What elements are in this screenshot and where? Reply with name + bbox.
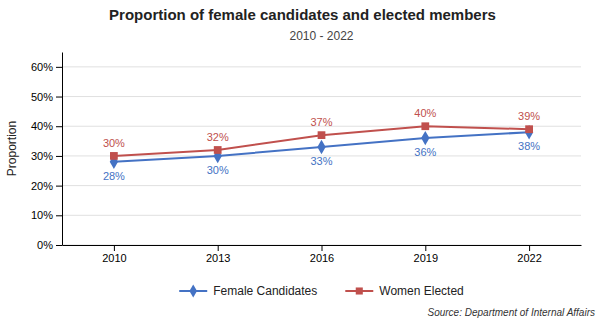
tick: 0% — [37, 239, 62, 251]
marker — [318, 131, 326, 139]
tick-label: 30% — [31, 150, 53, 162]
data-label: 33% — [310, 155, 332, 167]
tick-mark — [322, 245, 323, 251]
tick-label: 0% — [37, 239, 53, 251]
series-line — [114, 126, 529, 156]
marker — [110, 152, 118, 160]
tick: 2010 — [102, 245, 126, 264]
tick: 20% — [31, 180, 62, 192]
marker — [421, 131, 429, 145]
marker — [214, 146, 222, 154]
tick-mark — [56, 186, 62, 187]
data-label: 32% — [207, 131, 229, 143]
tick-label: 20% — [31, 180, 53, 192]
legend-item: Female Candidates — [179, 284, 317, 298]
data-label: 36% — [414, 146, 436, 158]
data-label: 28% — [103, 170, 125, 182]
data-label: 30% — [207, 164, 229, 176]
marker — [525, 125, 533, 133]
tick-mark — [218, 245, 219, 251]
tick: 50% — [31, 91, 62, 103]
tick: 2016 — [310, 245, 334, 264]
legend-label: Women Elected — [379, 284, 464, 298]
grid-line — [62, 185, 581, 186]
data-label: 40% — [414, 107, 436, 119]
grid-line — [62, 215, 581, 216]
tick-label: 2010 — [102, 252, 126, 264]
tick-mark — [56, 97, 62, 98]
tick-mark — [425, 245, 426, 251]
data-label: 30% — [103, 137, 125, 149]
tick-label: 40% — [31, 120, 53, 132]
tick-mark — [56, 67, 62, 68]
data-label: 38% — [518, 140, 540, 152]
grid — [62, 67, 581, 245]
legend-swatch — [189, 284, 197, 297]
subtitle: 2010 - 2022 — [289, 29, 353, 43]
tick-label: 2013 — [206, 252, 230, 264]
grid-line — [62, 96, 581, 97]
legend-swatch — [356, 287, 363, 294]
x-axis: 2010 2013 2016 2019 2022 — [63, 245, 582, 264]
tick-label: 10% — [31, 209, 53, 221]
y-axis-title: Proportion — [5, 121, 19, 176]
data-label: 39% — [518, 110, 540, 122]
tick: 40% — [31, 120, 62, 132]
tick-mark — [529, 245, 530, 251]
tick-mark — [114, 245, 115, 251]
chart: Proportion of female candidates and elec… — [0, 0, 605, 323]
tick: 2013 — [206, 245, 230, 264]
series-group — [110, 122, 534, 169]
tick-mark — [56, 245, 62, 246]
tick: 10% — [31, 209, 62, 221]
legend-label: Female Candidates — [213, 284, 317, 298]
title: Proportion of female candidates and elec… — [109, 6, 496, 23]
axis-line — [62, 53, 63, 246]
legend-item: Women Elected — [345, 284, 464, 298]
tick-mark — [56, 156, 62, 157]
plot: 2010 2013 2016 2019 2022 0% 10% 20% 30% 40% 50% 60%… — [31, 53, 582, 264]
tick-label: 50% — [31, 91, 53, 103]
marker — [525, 125, 533, 139]
tick-label: 2019 — [414, 252, 438, 264]
tick: 30% — [31, 150, 62, 162]
marker — [317, 140, 325, 154]
tick-label: 2022 — [517, 252, 541, 264]
data-labels: 28% 30% 33% 36% 38% 30% 32% 37% 40% 39% — [103, 107, 540, 182]
grid-line — [62, 66, 581, 67]
data-label: 37% — [310, 116, 332, 128]
tick: 2022 — [517, 245, 541, 264]
tick-label: 2016 — [310, 252, 334, 264]
tick: 2019 — [414, 245, 438, 264]
legend: Female Candidates Women Elected — [179, 284, 464, 298]
tick-label: 60% — [31, 61, 53, 73]
tick-mark — [56, 126, 62, 127]
marker — [421, 122, 429, 130]
y-axis: 0% 10% 20% 30% 40% 50% 60% — [31, 53, 63, 252]
source-note: Source: Department of Internal Affairs — [428, 307, 596, 318]
tick-mark — [56, 215, 62, 216]
tick: 60% — [31, 61, 62, 73]
